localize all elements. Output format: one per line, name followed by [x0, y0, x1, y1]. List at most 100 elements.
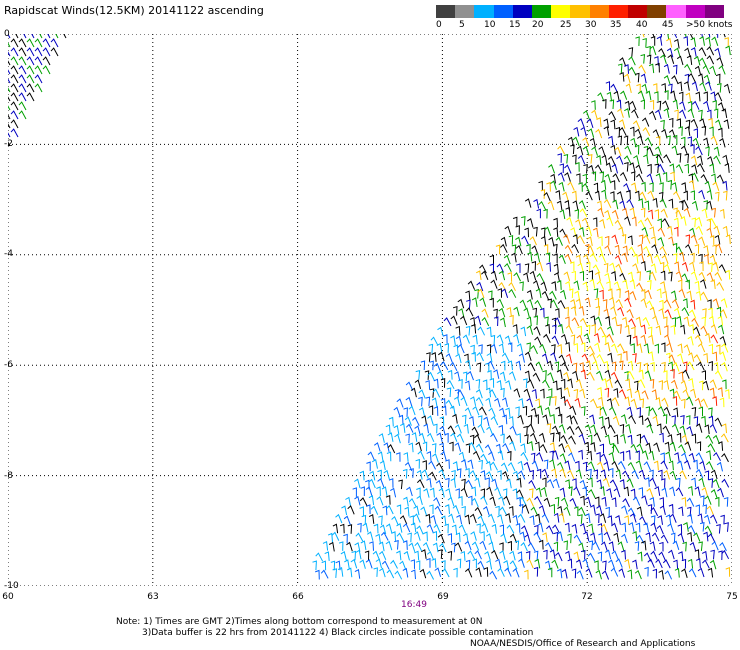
wind-barb — [603, 308, 610, 319]
wind-barb — [600, 523, 608, 534]
wind-barb — [515, 225, 520, 235]
wind-barb — [599, 486, 605, 496]
wind-barb — [480, 470, 486, 480]
wind-barb — [475, 270, 482, 280]
wind-barb — [551, 559, 559, 569]
wind-barbs — [8, 34, 731, 580]
wind-barb — [418, 407, 426, 417]
wind-barb — [709, 379, 717, 389]
wind-barb — [711, 36, 719, 46]
wind-barb — [714, 370, 723, 380]
wind-barb — [457, 343, 465, 354]
wind-barb — [648, 63, 655, 74]
wind-barb — [644, 137, 653, 147]
wind-barb — [476, 362, 482, 373]
wind-barb — [524, 434, 529, 444]
wind-barb — [527, 379, 535, 389]
wind-barb — [656, 423, 662, 434]
wind-barb — [644, 566, 649, 577]
wind-barb — [713, 451, 721, 461]
wind-barb — [540, 281, 548, 292]
wind-barb — [714, 417, 723, 427]
wind-barb — [637, 219, 646, 229]
wind-barb — [614, 254, 622, 265]
wind-barb — [545, 252, 551, 263]
wind-barb — [385, 494, 391, 505]
wind-barb — [533, 226, 538, 237]
wind-barb — [512, 324, 518, 334]
wind-barb — [509, 533, 518, 543]
wind-barb — [695, 145, 703, 156]
wind-barb — [519, 299, 527, 309]
wind-barb — [496, 334, 504, 344]
wind-barb — [640, 334, 647, 345]
wind-barb — [672, 362, 680, 372]
wind-barb — [613, 281, 621, 291]
wind-barb — [531, 460, 539, 471]
wind-barb — [596, 505, 603, 515]
wind-barb — [520, 326, 527, 337]
wind-barb — [618, 389, 627, 399]
wind-barb — [666, 135, 671, 146]
wind-barb — [18, 38, 27, 48]
wind-barb — [658, 469, 663, 480]
wind-barb — [540, 236, 547, 246]
wind-barb — [621, 522, 627, 533]
wind-barb — [640, 73, 647, 84]
wind-barb — [432, 531, 438, 541]
wind-barb — [471, 351, 476, 362]
wind-barb — [571, 190, 577, 201]
wind-barb — [549, 450, 554, 461]
wind-barb — [541, 513, 550, 523]
wind-barb — [505, 478, 512, 489]
wind-barb — [634, 569, 642, 580]
wind-barb — [655, 135, 661, 146]
wind-barb — [451, 470, 456, 480]
wind-barb — [557, 505, 563, 516]
wind-barb — [700, 279, 707, 289]
wind-barb — [556, 568, 563, 579]
wind-barb — [618, 568, 626, 578]
wind-barb — [502, 488, 508, 499]
wind-barb — [528, 479, 536, 489]
wind-barb — [647, 163, 652, 174]
wind-barb — [601, 334, 607, 345]
wind-barb — [557, 153, 562, 163]
wind-barb — [686, 34, 694, 40]
wind-barb — [542, 477, 547, 488]
wind-barb — [572, 362, 578, 373]
wind-barb — [429, 360, 434, 371]
wind-barb — [506, 434, 514, 445]
wind-barb — [688, 173, 694, 184]
wind-barb — [554, 317, 562, 327]
wind-barb — [679, 470, 687, 480]
wind-barb — [709, 65, 717, 76]
wind-barb — [644, 370, 652, 380]
wind-barb — [543, 333, 551, 343]
wind-barb — [573, 551, 580, 562]
wind-barb — [343, 515, 351, 525]
wind-barb — [684, 126, 691, 136]
wind-barb — [714, 496, 720, 507]
wind-barb — [345, 496, 352, 507]
wind-barb — [507, 360, 513, 371]
wind-barb — [663, 325, 669, 335]
wind-barb — [464, 540, 472, 551]
wind-barb — [386, 505, 394, 515]
wind-barb — [713, 108, 719, 119]
wind-barb — [647, 558, 655, 568]
wind-barb — [526, 316, 532, 327]
wind-barb — [686, 396, 694, 406]
wind-barb — [596, 155, 602, 165]
wind-barb — [565, 281, 571, 291]
wind-barb — [650, 236, 657, 246]
wind-barb — [634, 541, 640, 551]
wind-barb — [621, 252, 628, 263]
wind-barb — [517, 551, 523, 562]
wind-barb — [490, 415, 499, 426]
wind-barb — [638, 253, 645, 263]
wind-barb — [26, 92, 35, 102]
wind-barb — [445, 477, 450, 488]
wind-barb — [527, 441, 534, 451]
wind-barb — [667, 523, 674, 533]
